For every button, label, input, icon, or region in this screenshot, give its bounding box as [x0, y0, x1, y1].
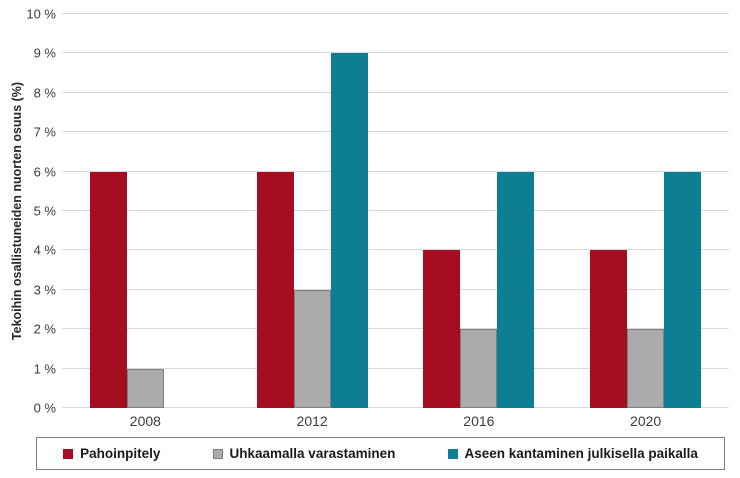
gridline	[62, 13, 729, 14]
bar	[460, 329, 498, 408]
bar	[664, 171, 702, 408]
y-tick-label: 5 %	[33, 203, 56, 219]
legend-marker-icon	[63, 448, 74, 459]
bar	[590, 250, 628, 408]
legend-marker-icon	[447, 448, 458, 459]
gridline	[62, 131, 729, 133]
gridline	[62, 52, 729, 54]
bar	[330, 53, 368, 408]
legend-marker-icon	[212, 448, 223, 459]
bar	[256, 171, 294, 408]
legend-item: Uhkaamalla varastaminen	[212, 446, 396, 461]
legend-item: Pahoinpitely	[63, 446, 160, 461]
bar	[293, 289, 331, 408]
x-axis-label: 2020	[630, 413, 662, 429]
bar	[627, 329, 665, 408]
bar-group	[562, 14, 729, 408]
bar-group	[396, 14, 563, 408]
bar	[497, 171, 535, 408]
y-axis-ticks: 0 % 1 % 2 % 3 % 4 % 5 % 6 % 7 % 8 % 9 % 10 %	[0, 7, 56, 416]
bar-groups	[62, 14, 729, 408]
plot-area	[62, 13, 729, 408]
gridline	[62, 249, 729, 251]
x-axis-label: 2008	[129, 413, 161, 429]
legend-label: Pahoinpitely	[80, 446, 161, 461]
gridline	[62, 407, 729, 408]
y-tick-label: 2 %	[33, 321, 56, 337]
y-tick-label: 8 %	[33, 85, 56, 101]
gridline	[62, 367, 729, 369]
gridline	[62, 288, 729, 290]
bar	[89, 171, 127, 408]
y-tick-label: 7 %	[33, 124, 56, 140]
gridline	[62, 170, 729, 172]
bar	[423, 250, 461, 408]
legend-item: Aseen kantaminen julkisella paikalla	[447, 446, 698, 461]
bar-group	[62, 14, 229, 408]
y-tick-label: 10 %	[26, 6, 56, 22]
y-tick-label: 6 %	[33, 164, 56, 180]
x-axis-label: 2012	[296, 413, 328, 429]
bar	[126, 368, 164, 408]
legend-label: Uhkaamalla varastaminen	[229, 446, 396, 461]
legend: Pahoinpitely Uhkaamalla varastaminen Aseen…	[36, 437, 725, 470]
y-tick-label: 4 %	[33, 242, 56, 258]
x-axis-label: 2016	[463, 413, 495, 429]
x-axis-labels: 2008 2012 2016 2020	[62, 413, 729, 429]
gridline	[62, 210, 729, 211]
y-tick-label: 1 %	[33, 361, 56, 377]
y-tick-label: 0 %	[33, 400, 56, 416]
legend-label: Aseen kantaminen julkisella paikalla	[464, 446, 698, 461]
bar-group	[229, 14, 396, 408]
gridline	[62, 328, 729, 330]
gridline	[62, 91, 729, 93]
y-tick-label: 3 %	[33, 282, 56, 298]
y-tick-label: 9 %	[33, 45, 56, 61]
